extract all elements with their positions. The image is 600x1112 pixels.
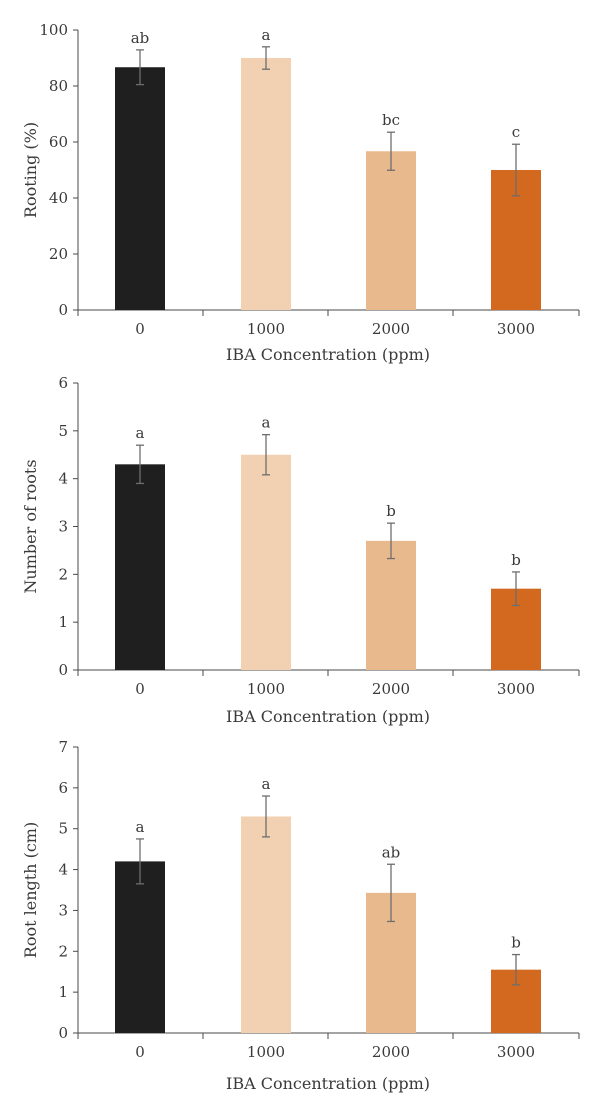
y-tick-label: 1 [58, 983, 68, 1001]
significance-label: b [386, 502, 396, 520]
x-tick-label: 2000 [372, 320, 410, 338]
y-tick-label: 3 [58, 901, 68, 919]
y-tick-label: 6 [58, 779, 68, 797]
bar [366, 151, 416, 310]
x-axis-title: IBA Concentration (ppm) [226, 345, 430, 364]
x-tick-label: 2000 [372, 1043, 410, 1061]
y-tick-label: 60 [49, 133, 68, 151]
y-tick-label: 4 [58, 861, 68, 879]
y-tick-label: 0 [58, 1024, 68, 1042]
y-tick-label: 100 [39, 21, 68, 39]
bar [115, 861, 165, 1033]
significance-label: ab [382, 843, 401, 861]
bar [241, 58, 291, 310]
bar [241, 454, 291, 670]
x-tick-label: 0 [135, 680, 145, 698]
y-tick-label: 5 [58, 422, 68, 440]
x-tick-label: 3000 [497, 1043, 535, 1061]
x-axis-title: IBA Concentration (ppm) [226, 707, 430, 726]
significance-label: a [136, 818, 145, 836]
y-tick-label: 4 [58, 470, 68, 488]
significance-label: a [262, 775, 271, 793]
x-tick-label: 1000 [247, 1043, 285, 1061]
y-axis-title: Root length (cm) [21, 822, 40, 958]
significance-label: a [136, 424, 145, 442]
y-tick-label: 1 [58, 613, 68, 631]
y-tick-label: 0 [58, 301, 68, 319]
y-axis-title: Rooting (%) [21, 122, 40, 218]
y-tick-label: 3 [58, 518, 68, 536]
root-length-chart: 0 1 2 3 4 5 6 7 a 0 a 1000 ab 2000 b 3000 IBA Concentrat… [21, 738, 580, 1093]
x-tick-label: 1000 [247, 320, 285, 338]
y-tick-label: 7 [58, 738, 68, 756]
y-tick-label: 6 [58, 374, 68, 392]
y-tick-label: 80 [49, 77, 68, 95]
bar [115, 464, 165, 670]
number-of-roots-chart: 0 1 2 3 4 5 6 a 0 a 1000 b 2000 b 3000 IBA Concentratio… [21, 374, 580, 726]
x-tick-label: 2000 [372, 680, 410, 698]
y-tick-label: 20 [49, 245, 68, 263]
significance-label: c [512, 123, 520, 141]
x-tick-label: 3000 [497, 680, 535, 698]
y-tick-label: 5 [58, 820, 68, 838]
y-axis-title: Number of roots [21, 459, 40, 593]
significance-label: a [262, 26, 271, 44]
y-tick-label: 40 [49, 189, 68, 207]
significance-label: b [511, 551, 521, 569]
x-axis-title: IBA Concentration (ppm) [226, 1074, 430, 1093]
bar [241, 816, 291, 1033]
significance-label: ab [131, 29, 150, 47]
y-tick-label: 2 [58, 942, 68, 960]
x-tick-label: 0 [135, 320, 145, 338]
significance-label: bc [382, 111, 400, 129]
significance-label: a [262, 414, 271, 432]
bar [115, 67, 165, 311]
y-tick-label: 0 [58, 661, 68, 679]
x-tick-label: 1000 [247, 680, 285, 698]
x-tick-label: 0 [135, 1043, 145, 1061]
bar [366, 540, 416, 670]
y-tick-label: 2 [58, 565, 68, 583]
rooting-chart: 0 20 40 60 80 100 ab 0 a 1000 bc 2000 c 3000 IBA Conce… [21, 21, 580, 364]
x-tick-label: 3000 [497, 320, 535, 338]
significance-label: b [511, 934, 521, 952]
